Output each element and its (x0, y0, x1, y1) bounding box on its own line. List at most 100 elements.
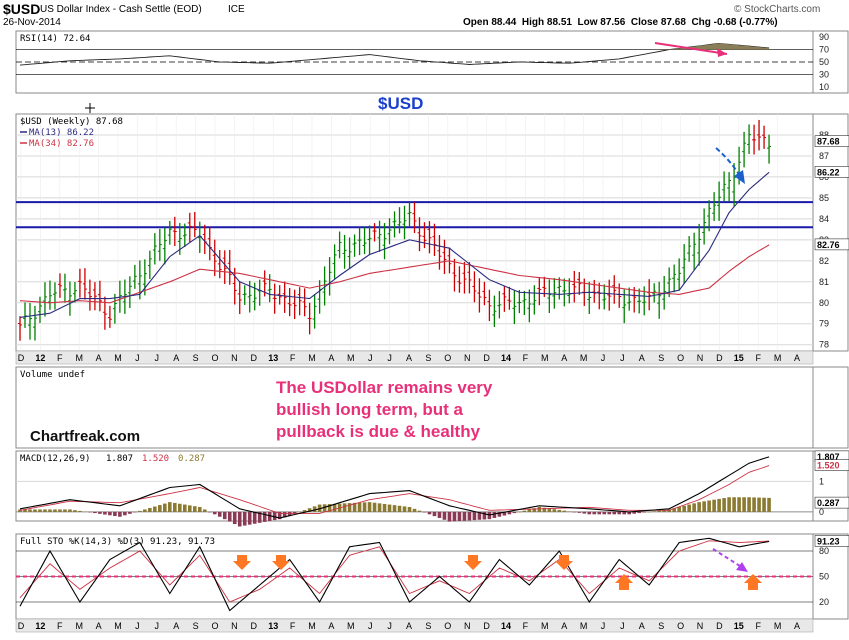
price-xaxis-tick: 14 (501, 353, 511, 363)
macd-histogram-bar (412, 508, 417, 512)
macd-histogram-bar (512, 511, 517, 514)
sto-xaxis-tick: J (387, 621, 392, 631)
macd-histogram-bar (262, 511, 267, 522)
macd-histogram-bar (387, 504, 392, 512)
macd-histogram-bar (532, 508, 537, 512)
price-xaxis-tick: J (620, 353, 625, 363)
price-ytick: 82 (819, 256, 829, 266)
price-xaxis-tick: S (193, 353, 199, 363)
price-xaxis-tick: M (114, 353, 122, 363)
chart-date: 26-Nov-2014 (3, 17, 61, 28)
price-xaxis-tick: A (96, 353, 102, 363)
macd-histogram-bar (307, 508, 312, 512)
macd-histogram-bar (767, 497, 771, 512)
price-xaxis-tick: J (135, 353, 140, 363)
macd-histogram-bar (182, 504, 187, 512)
macd-histogram-bar (202, 509, 207, 512)
sto-xaxis-tick: J (368, 621, 373, 631)
price-ytick: 85 (819, 193, 829, 203)
sto-xaxis-tick: D (251, 621, 258, 631)
sto-xaxis-tick: D (716, 621, 723, 631)
macd-histogram-bar (48, 509, 52, 512)
ma13-line (19, 171, 770, 318)
macd-histogram-bar (587, 511, 592, 515)
macd-signal-last-label: 1.520 (817, 461, 840, 471)
macd-histogram-bar (232, 511, 237, 525)
macd-legend-hist: 0.287 (178, 454, 205, 464)
macd-histogram-bar (762, 497, 766, 512)
macd-histogram-bar (627, 511, 632, 515)
macd-histogram-bar (53, 509, 57, 512)
price-ytick: 81 (819, 277, 829, 287)
sto-up-arrow (615, 574, 633, 590)
macd-histogram-bar (18, 509, 22, 512)
macd-histogram-bar (722, 498, 726, 512)
site-watermark: Chartfreak.com (30, 428, 141, 445)
sto-xaxis-tick: O (444, 621, 451, 631)
macd-histogram-bar (257, 511, 262, 523)
ma13-last-label: 86.22 (817, 167, 840, 177)
price-ytick: 79 (819, 319, 829, 329)
price-xaxis-tick: D (251, 353, 258, 363)
macd-histogram-bar (23, 509, 27, 512)
ma34-legend: MA(34) 82.76 (29, 139, 94, 149)
macd-histogram-bar (707, 500, 711, 512)
price-xaxis-tick: M (774, 353, 782, 363)
macd-histogram-bar (103, 511, 107, 515)
macd-histogram-bar (247, 511, 252, 525)
ma34-last-label: 82.76 (817, 240, 840, 250)
sto-xaxis-tick: S (193, 621, 199, 631)
chart-description: US Dollar Index - Cash Settle (EOD) (40, 4, 202, 15)
price-xaxis-tick: S (658, 353, 664, 363)
macd-histogram-bar (33, 509, 37, 512)
price-xaxis-tick: M (75, 353, 83, 363)
price-xaxis-tick: M (347, 353, 355, 363)
macd-histogram-bar (647, 511, 652, 513)
macd-histogram-bar (607, 511, 612, 515)
price-xaxis-tick: O (444, 353, 451, 363)
price-ytick: 78 (819, 340, 829, 350)
macd-histogram-bar (727, 497, 731, 512)
macd-histogram-bar (252, 511, 257, 524)
sto-ytick: 50 (819, 572, 829, 582)
price-xaxis-tick: N (464, 353, 471, 363)
macd-histogram-bar (642, 511, 647, 513)
sto-down-arrow (233, 555, 251, 570)
price-xaxis-tick: F (57, 353, 63, 363)
price-xaxis-tick: N (231, 353, 238, 363)
macd-histogram-bar (447, 511, 452, 522)
price-xaxis-tick: N (697, 353, 704, 363)
macd-histogram-bar (547, 508, 552, 512)
sto-ytick: 20 (819, 597, 829, 607)
price-xaxis-tick: J (155, 353, 160, 363)
ma34-last-label-box (814, 238, 849, 251)
price-xaxis-tick: A (561, 353, 567, 363)
macd-histogram-bar (682, 505, 686, 512)
sto-xaxis-tick: M (541, 621, 549, 631)
macd-histogram-bar (217, 511, 222, 517)
sto-xaxis-tick: J (155, 621, 160, 631)
price-xaxis-tick: 13 (268, 353, 278, 363)
volume-legend: Volume undef (20, 370, 85, 380)
macd-hist-last-label: 0.287 (817, 498, 840, 508)
price-xaxis-tick: O (211, 353, 218, 363)
macd-histogram-bar (747, 497, 751, 512)
sto-xaxis-tick: 14 (501, 621, 511, 631)
sto-xaxis-tick: M (774, 621, 782, 631)
macd-histogram-bar (742, 497, 746, 512)
price-xaxis-tick: J (601, 353, 606, 363)
sto-down-arrow (555, 555, 573, 570)
macd-histogram-bar (83, 511, 87, 513)
macd-legend-value: 1.807 (106, 454, 133, 464)
macd-histogram-bar (422, 511, 427, 513)
macd-histogram-bar (128, 511, 132, 514)
sto-xaxis-tick: M (114, 621, 122, 631)
sto-xaxis-tick: A (96, 621, 102, 631)
sto-xaxis-tick: A (406, 621, 412, 631)
rsi-panel-axis (812, 30, 849, 94)
ma13-legend: MA(13) 86.22 (29, 128, 94, 138)
annotation-line-1: The USDollar remains very (276, 378, 493, 397)
macd-histogram-bar (557, 509, 562, 512)
macd-histogram-bar (133, 511, 137, 513)
